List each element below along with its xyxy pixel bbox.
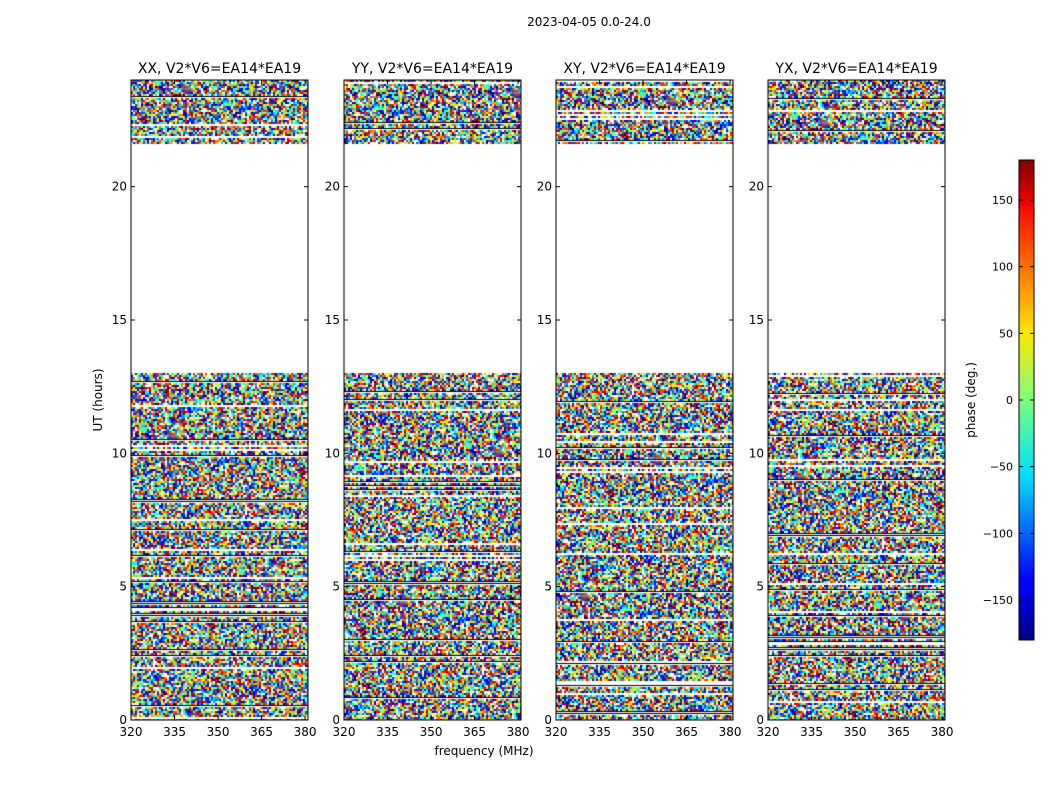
- panel-title: YY, V2*V6=EA14*EA19: [351, 61, 513, 77]
- y-tick-label: 0: [332, 713, 340, 727]
- heatmap-image: [131, 80, 308, 720]
- x-tick-label: 365: [250, 725, 273, 739]
- x-tick-label: 350: [844, 725, 867, 739]
- y-tick-label: 5: [544, 580, 552, 594]
- panel-frame: [343, 79, 522, 721]
- colorbar-tick-label: −150: [983, 594, 1013, 607]
- y-tick-label: 0: [119, 713, 127, 727]
- x-tick-label: 335: [588, 725, 611, 739]
- panel-1: YY, V2*V6=EA14*EA19 320 335 350 365 380 0 5 10 15…: [325, 61, 530, 739]
- y-tick-label: 10: [325, 446, 340, 460]
- colorbar-tick-label: −100: [983, 527, 1013, 540]
- panel-frame: [555, 79, 734, 721]
- heatmap-panels: XX, V2*V6=EA14*EA19 320 335 350 365 380 0 5 10 15…: [112, 61, 954, 739]
- x-tick-label: 320: [757, 725, 780, 739]
- heatmap-image: [768, 80, 945, 720]
- heatmap-image: [344, 80, 521, 720]
- x-tick-label: 350: [420, 725, 443, 739]
- x-tick-label: 335: [800, 725, 823, 739]
- colorbar-tick-label: 0: [1006, 394, 1013, 407]
- colorbar-ticks: 150 100 50 0 −50 −100 −150: [983, 194, 1034, 607]
- colorbar-label: phase (deg.): [964, 362, 978, 438]
- panel-2: XY, V2*V6=EA14*EA19 320 335 350 365 380 0 5 10 15…: [537, 61, 742, 739]
- panel-0: XX, V2*V6=EA14*EA19 320 335 350 365 380 0 5 10 15…: [112, 61, 317, 739]
- panel-title: XX, V2*V6=EA14*EA19: [138, 61, 301, 77]
- y-tick-label: 20: [537, 180, 552, 194]
- figure-title: 2023-04-05 0.0-24.0: [527, 15, 651, 29]
- y-tick-label: 15: [112, 313, 127, 327]
- y-tick-label: 15: [749, 313, 764, 327]
- panel-3: YX, V2*V6=EA14*EA19 320 335 350 365 380 0 5 10 15…: [749, 61, 954, 739]
- x-tick-label: 350: [632, 725, 655, 739]
- x-tick-label: 365: [463, 725, 486, 739]
- x-tick-label: 380: [294, 725, 317, 739]
- y-tick-label: 0: [756, 713, 764, 727]
- x-axis-label: frequency (MHz): [434, 744, 533, 758]
- colorbar: 150 100 50 0 −50 −100 −150 phase (deg.): [964, 159, 1035, 641]
- colorbar-tick-label: −50: [990, 461, 1013, 474]
- y-tick-label: 20: [325, 180, 340, 194]
- y-tick-label: 10: [112, 446, 127, 460]
- x-tick-label: 320: [545, 725, 568, 739]
- panel-title: YX, V2*V6=EA14*EA19: [774, 61, 937, 77]
- heatmap-image: [556, 80, 733, 720]
- y-tick-label: 0: [544, 713, 552, 727]
- y-axis-label: UT (hours): [91, 368, 105, 431]
- x-tick-label: 320: [333, 725, 356, 739]
- x-tick-label: 365: [675, 725, 698, 739]
- x-tick-label: 335: [376, 725, 399, 739]
- x-tick-label: 350: [207, 725, 230, 739]
- y-tick-label: 15: [537, 313, 552, 327]
- x-tick-label: 380: [507, 725, 530, 739]
- panel-frame: [130, 79, 309, 721]
- y-tick-label: 10: [537, 446, 552, 460]
- y-tick-label: 20: [749, 180, 764, 194]
- y-tick-label: 5: [332, 580, 340, 594]
- y-tick-label: 10: [749, 446, 764, 460]
- colorbar-tick-label: 50: [999, 327, 1013, 340]
- panel-frame: [767, 79, 946, 721]
- colorbar-tick-label: 150: [992, 194, 1013, 207]
- x-tick-label: 380: [931, 725, 954, 739]
- colorbar-tick-label: 100: [992, 261, 1013, 274]
- y-tick-label: 5: [756, 580, 764, 594]
- panel-title: XY, V2*V6=EA14*EA19: [563, 61, 725, 77]
- y-tick-label: 15: [325, 313, 340, 327]
- x-tick-label: 320: [120, 725, 143, 739]
- x-tick-label: 335: [163, 725, 186, 739]
- x-tick-label: 365: [887, 725, 910, 739]
- y-tick-label: 20: [112, 180, 127, 194]
- y-tick-label: 5: [119, 580, 127, 594]
- x-tick-label: 380: [719, 725, 742, 739]
